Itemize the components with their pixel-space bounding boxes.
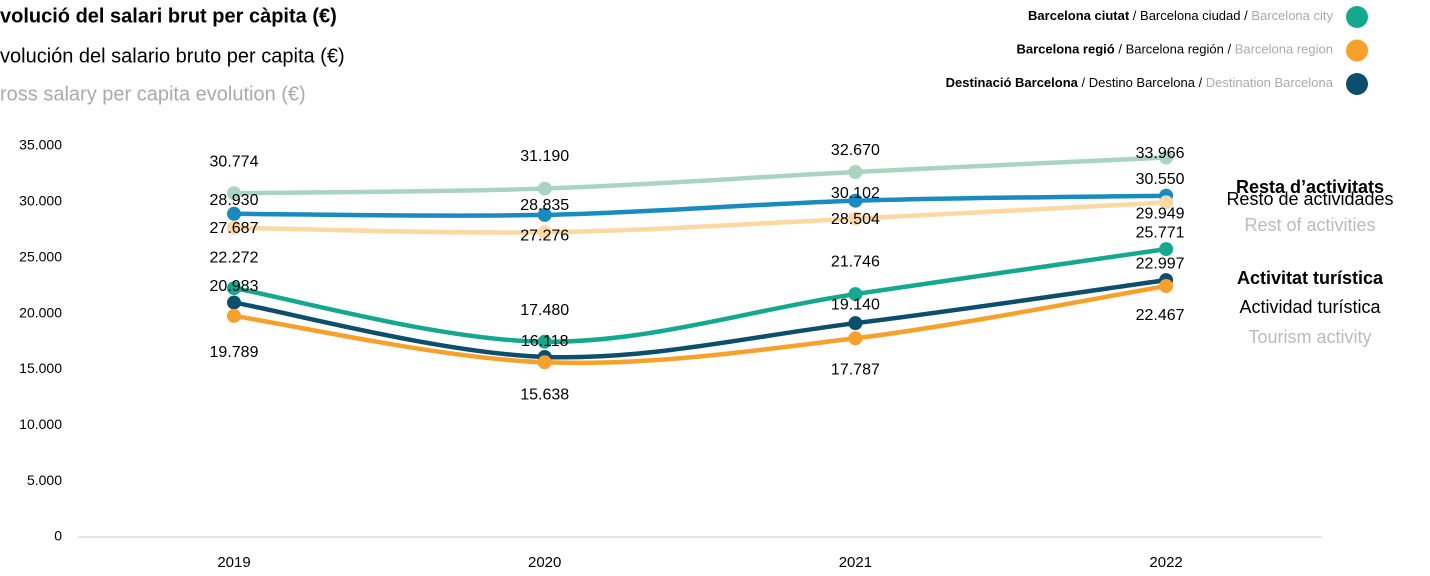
data-label: 29.949 <box>1136 206 1185 223</box>
legend-swatch <box>1346 73 1368 95</box>
data-label: 17.787 <box>831 362 880 379</box>
y-tick-label: 35.000 <box>19 137 62 153</box>
data-label: 21.746 <box>831 253 880 270</box>
legend-text: Barcelona ciudad <box>1140 8 1240 23</box>
data-label: 25.771 <box>1136 224 1185 241</box>
line <box>233 155 1167 196</box>
x-tick-label: 2021 <box>839 554 872 571</box>
group-label: Rest of activities <box>1244 215 1375 235</box>
line <box>233 193 1167 218</box>
group-label: Resto de actividades <box>1226 189 1393 209</box>
data-label: 30.550 <box>1136 171 1185 188</box>
data-label: 15.638 <box>520 387 569 404</box>
y-tick-label: 20.000 <box>19 304 62 320</box>
data-label: 22.997 <box>1136 255 1185 272</box>
point <box>1159 150 1174 165</box>
point <box>537 334 552 349</box>
group-label: Tourism activity <box>1248 327 1371 347</box>
legend-entry: Barcelona regió / Barcelona región / Bar… <box>1016 42 1333 57</box>
data-label: 30.774 <box>210 153 259 170</box>
point <box>227 220 241 235</box>
point <box>848 316 863 331</box>
legend-text: Destinació Barcelona <box>946 75 1079 90</box>
data-label: 20.983 <box>210 278 259 295</box>
point <box>537 355 552 370</box>
point <box>537 181 552 196</box>
data-label: 33.966 <box>1136 145 1185 162</box>
legend-swatch <box>1346 39 1368 62</box>
data-label: 17.480 <box>520 302 569 319</box>
chart-title: volució del salari brut per càpita (€) <box>0 5 337 27</box>
data-label: 22.467 <box>1136 307 1185 324</box>
point <box>848 331 863 346</box>
legend-entry: Destinació Barcelona / Destino Barcelona… <box>946 75 1334 90</box>
group-label: Actividad turística <box>1239 297 1381 317</box>
legend-swatch <box>1346 6 1368 28</box>
data-label: 19.140 <box>831 296 880 313</box>
chart-subtitle: volución del salario bruto per capita (€… <box>0 45 345 67</box>
legend-separator: / <box>1195 75 1206 90</box>
legend-entry: Barcelona ciutat / Barcelona ciudad / Ba… <box>1028 8 1333 23</box>
data-label: 28.504 <box>831 211 880 228</box>
point <box>848 287 863 302</box>
point <box>227 308 241 323</box>
legend-text: Barcelona ciutat <box>1028 8 1130 23</box>
legend-separator: / <box>1241 8 1252 23</box>
data-label: 27.276 <box>520 228 569 245</box>
line <box>233 277 1167 360</box>
data-label: 16.118 <box>521 333 569 350</box>
legend-separator: / <box>1224 42 1235 57</box>
y-tick-label: 15.000 <box>19 360 62 376</box>
legend-separator: / <box>1115 42 1126 57</box>
legend-text: Destino Barcelona <box>1089 75 1196 90</box>
legend-text: Barcelona city <box>1251 8 1333 23</box>
y-tick-label: 10.000 <box>19 416 62 432</box>
legend-text: Destination Barcelona <box>1206 75 1334 90</box>
legend-separator: / <box>1129 8 1140 23</box>
y-tick-label: 0 <box>54 528 62 544</box>
x-tick-label: 2019 <box>217 554 250 571</box>
data-label: 30.102 <box>831 185 880 202</box>
group-label: Activitat turística <box>1237 268 1384 288</box>
point <box>227 281 241 296</box>
data-label: 27.687 <box>210 220 259 237</box>
group-label: Resta d’activitats <box>1236 177 1384 197</box>
y-tick-label: 5.000 <box>27 472 62 488</box>
line <box>233 246 1167 344</box>
x-tick-label: 2022 <box>1149 554 1182 571</box>
data-label: 32.670 <box>831 142 880 159</box>
data-label: 22.272 <box>210 249 259 266</box>
point <box>537 207 552 222</box>
data-label: 19.789 <box>210 344 259 361</box>
y-tick-label: 25.000 <box>19 248 62 264</box>
line <box>233 283 1167 366</box>
chart-subtitle: ross salary per capita evolution (€) <box>0 83 306 105</box>
point <box>848 193 863 208</box>
point <box>227 295 241 310</box>
legend-text: Barcelona regió <box>1016 42 1114 57</box>
point <box>227 206 241 221</box>
x-tick-label: 2020 <box>528 554 561 571</box>
legend-text: Barcelona region <box>1235 42 1333 57</box>
data-label: 31.190 <box>520 148 569 165</box>
point <box>537 225 552 240</box>
point <box>848 211 863 226</box>
point <box>848 165 863 180</box>
data-label: 28.930 <box>210 192 259 209</box>
point <box>1159 279 1174 294</box>
legend-text: Barcelona región <box>1126 42 1224 57</box>
legend-separator: / <box>1078 75 1089 90</box>
point <box>227 186 241 201</box>
line <box>233 200 1167 235</box>
y-tick-label: 30.000 <box>19 193 62 209</box>
point <box>1159 242 1174 257</box>
data-label: 28.835 <box>520 197 569 214</box>
point <box>1159 195 1174 210</box>
